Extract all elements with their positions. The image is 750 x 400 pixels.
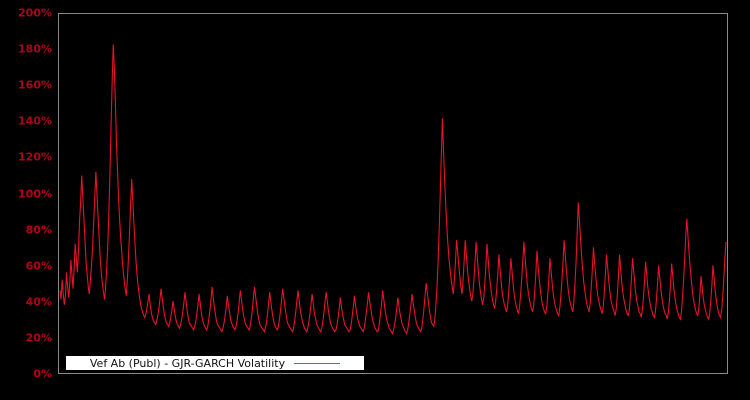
y-tick-label: 60% xyxy=(25,259,52,273)
volatility-series xyxy=(59,44,727,335)
y-tick-label: 0% xyxy=(33,367,52,381)
plot-area xyxy=(58,13,728,374)
y-tick-label: 120% xyxy=(18,150,52,164)
legend-line-sample xyxy=(294,362,341,364)
y-tick-label: 160% xyxy=(18,78,52,92)
y-tick-label: 200% xyxy=(18,6,52,20)
y-tick-label: 100% xyxy=(18,187,52,200)
legend: Vef Ab (Publ) - GJR-GARCH Volatility xyxy=(66,356,364,370)
y-tick-label: 80% xyxy=(25,223,52,237)
y-tick-label: 40% xyxy=(25,295,52,309)
y-tick-label: 20% xyxy=(25,331,52,345)
y-tick-label: 140% xyxy=(18,114,52,128)
series-line xyxy=(59,44,727,335)
legend-label: Vef Ab (Publ) - GJR-GARCH Volatility xyxy=(89,356,286,370)
y-tick-label: 180% xyxy=(18,42,52,56)
y-axis: 0% 20% 40% 60% 80% 100% 120% 140% 160% 180% 200% xyxy=(0,0,56,400)
